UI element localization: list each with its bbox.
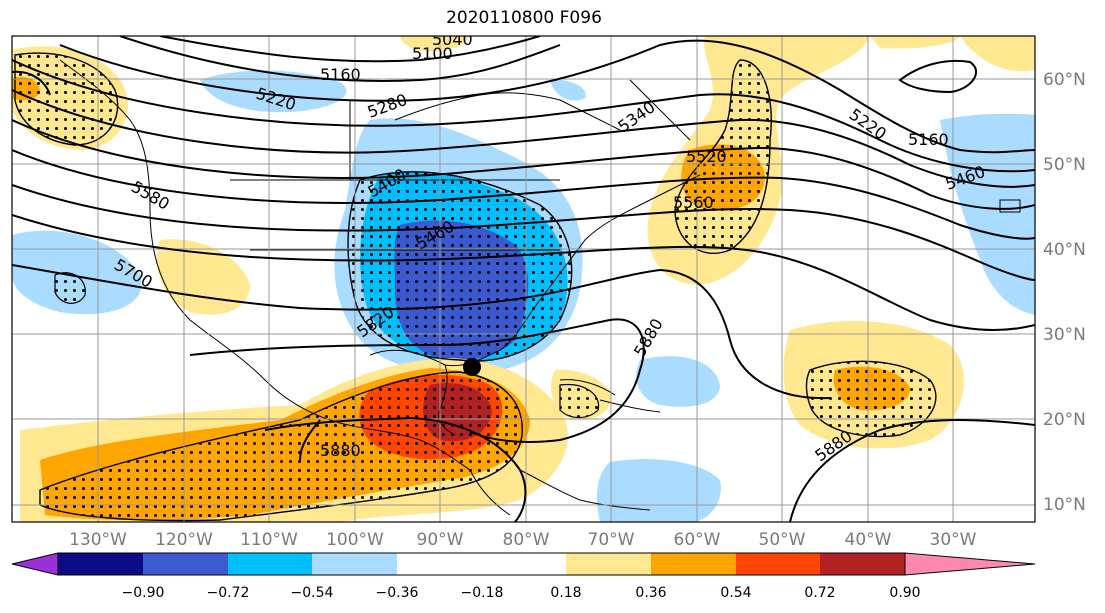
colorbar-tick: −0.72 [207, 585, 250, 601]
colorbar-segment [482, 553, 566, 575]
colorbar-segment [566, 553, 651, 575]
contour-label-5100: 5100 [412, 44, 453, 63]
contour-label-5520: 5520 [686, 147, 727, 166]
storm-center-dot [463, 358, 481, 376]
colorbar-segment [228, 553, 312, 575]
lat-tick: 10°N [1043, 495, 1086, 515]
colorbar-tick: 0.90 [889, 585, 920, 601]
lat-tick: 20°N [1043, 410, 1086, 430]
colorbar: −0.90 −0.72 −0.54 −0.36 −0.18 0.18 0.36 … [11, 552, 1036, 601]
colorbar-extend-left [11, 552, 59, 576]
lon-tick: 50°W [759, 530, 806, 550]
gridlines [12, 36, 1035, 522]
colorbar-segment [651, 553, 736, 575]
colorbar-segment [143, 553, 228, 575]
colorbar-segment [820, 553, 905, 575]
colorbar-segment [736, 553, 820, 575]
lon-tick: 60°W [674, 530, 721, 550]
stippling [14, 52, 937, 522]
lon-tick: 70°W [588, 530, 635, 550]
colorbar-tick: −0.18 [461, 585, 504, 601]
lat-tick: 60°N [1043, 70, 1086, 90]
colorbar-tick: −0.90 [122, 585, 165, 601]
lat-tick-labels: 60°N 50°N 40°N 30°N 20°N 10°N [1043, 70, 1086, 515]
colorbar-tick: −0.36 [376, 585, 419, 601]
lon-tick: 90°W [417, 530, 464, 550]
colorbar-tick: −0.54 [291, 585, 334, 601]
coastlines [59, 59, 1021, 516]
colorbar-tick: 0.54 [720, 585, 751, 601]
map-frame [11, 35, 1036, 523]
lon-tick: 80°W [503, 530, 550, 550]
lat-tick: 50°N [1043, 155, 1086, 175]
lon-tick: 100°W [326, 530, 384, 550]
lon-tick: 120°W [155, 530, 213, 550]
contour-label-5160-east: 5160 [908, 130, 949, 149]
contour-label-5560: 5560 [673, 193, 714, 212]
contour-label-5160: 5160 [320, 65, 361, 84]
map-plot-area: 5040 5100 5160 5220 5280 5340 5400 5460 … [12, 30, 1035, 522]
height-contours [12, 36, 1035, 522]
colorbar-tick: 0.36 [635, 585, 666, 601]
lon-tick-labels: 130°W 120°W 110°W 100°W 90°W 80°W 70°W 6… [69, 530, 977, 550]
colorbar-tick: 0.18 [550, 585, 581, 601]
colorbar-tick: 0.72 [804, 585, 835, 601]
lat-tick: 30°N [1043, 325, 1086, 345]
contour-label-5040: 5040 [432, 30, 473, 49]
contour-label-5880-b: 5880 [320, 441, 361, 460]
map-title: 2020110800 F096 [446, 8, 602, 28]
colorbar-segment [58, 553, 143, 575]
lon-tick: 130°W [69, 530, 127, 550]
colorbar-segment [397, 553, 482, 575]
lon-tick: 110°W [240, 530, 298, 550]
lon-tick: 40°W [845, 530, 892, 550]
colorbar-extend-right [904, 552, 1036, 576]
lat-tick: 40°N [1043, 240, 1086, 260]
lon-tick: 30°W [930, 530, 977, 550]
colorbar-segment [312, 553, 397, 575]
